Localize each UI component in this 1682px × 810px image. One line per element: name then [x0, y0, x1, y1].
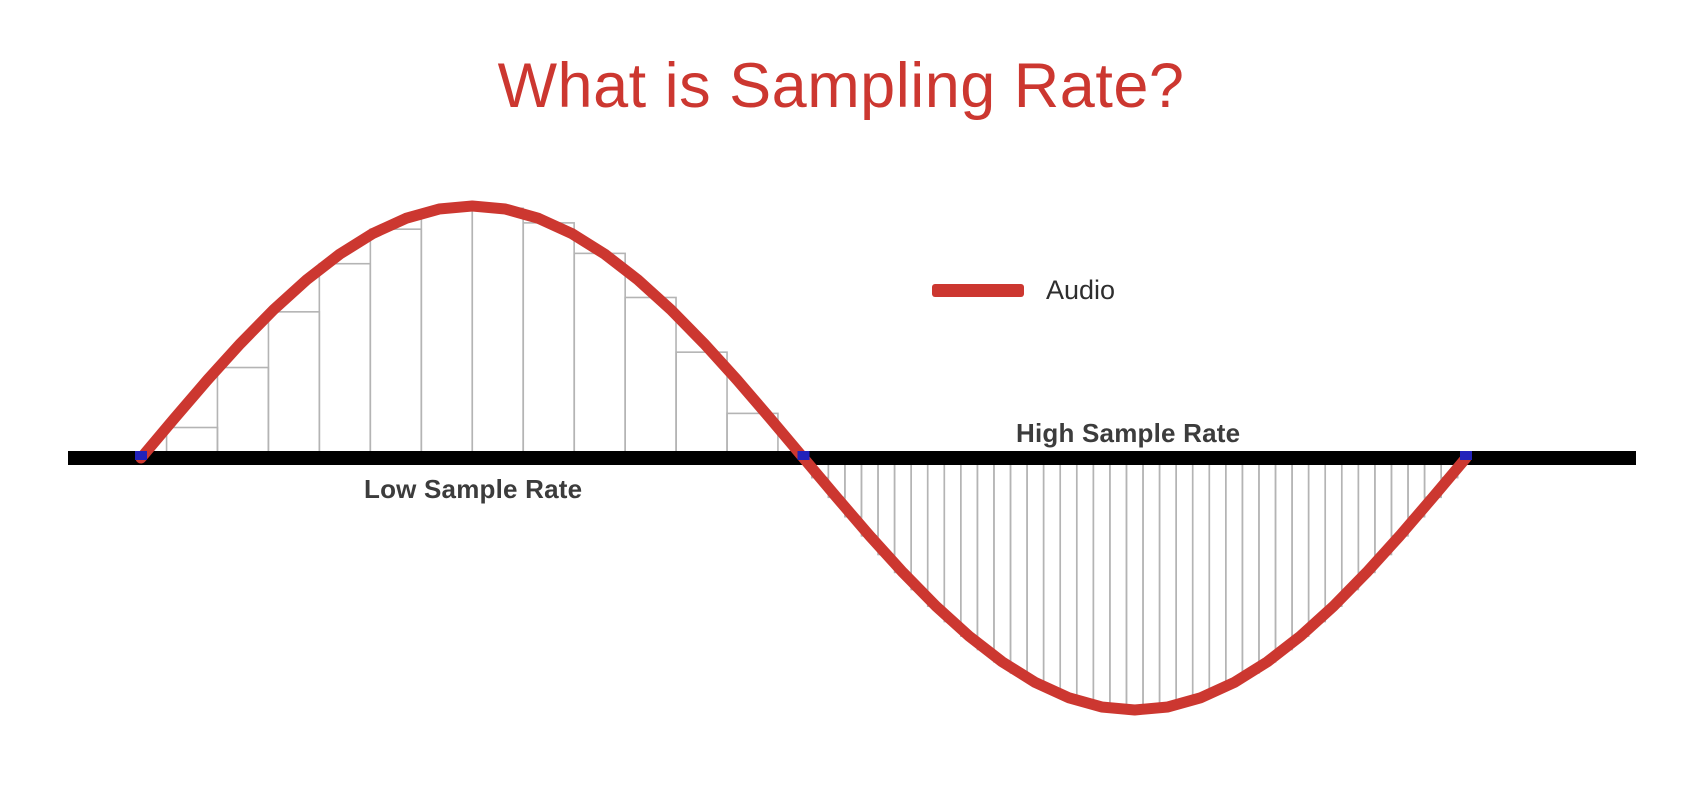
sample-bar	[1059, 457, 1078, 699]
sample-bar	[993, 457, 1012, 663]
sample-bar	[1274, 457, 1293, 651]
sample-bar	[318, 262, 372, 459]
legend-label-audio: Audio	[1046, 275, 1116, 305]
zero-crossing-mid-marker	[797, 451, 810, 460]
high-sample-rate-label: High Sample Rate	[1016, 418, 1241, 448]
sample-bar	[1026, 457, 1045, 684]
sample-bar	[1307, 457, 1327, 623]
sample-bar	[420, 209, 474, 459]
sample-bar	[1092, 457, 1111, 708]
sample-bar	[1291, 457, 1310, 637]
sample-bar	[960, 457, 979, 637]
sample-bar	[1324, 457, 1343, 607]
sample-bar	[1340, 457, 1360, 591]
sample-bar	[1142, 457, 1161, 711]
zero-crossing-end-marker	[1460, 451, 1472, 460]
sample-bar	[369, 228, 423, 459]
sample-bar	[624, 296, 677, 459]
sample-bar	[1042, 457, 1062, 692]
low-sample-rate-label: Low Sample Rate	[364, 474, 583, 504]
sample-bar	[267, 311, 321, 459]
sample-bar	[1208, 457, 1227, 692]
sample-bar	[1241, 457, 1260, 674]
sample-bar	[893, 457, 912, 574]
sample-bar	[1175, 457, 1194, 704]
sample-bar	[573, 252, 626, 459]
sample-bar	[1158, 457, 1177, 708]
sample-bar	[1357, 457, 1376, 574]
legend-swatch-audio-icon	[932, 284, 1024, 297]
sample-bar	[910, 457, 929, 591]
sample-bar	[1258, 457, 1277, 663]
legend: Audio	[932, 275, 1115, 306]
sample-bar	[1009, 457, 1028, 674]
sample-bar	[471, 207, 524, 459]
sample-bar	[926, 457, 946, 607]
sample-bar	[522, 222, 575, 459]
sample-bar	[1225, 457, 1244, 684]
page-title: What is Sampling Rate?	[497, 51, 1185, 121]
sample-bar	[976, 457, 995, 651]
sample-bar	[1109, 457, 1128, 711]
zero-crossing-markers	[135, 451, 1472, 460]
zero-crossing-start-marker	[135, 451, 147, 460]
sample-bar	[216, 366, 270, 459]
sample-bar	[1125, 457, 1144, 711]
sample-bar	[1191, 457, 1211, 699]
sample-bar	[943, 457, 962, 623]
sample-bar	[1075, 457, 1095, 704]
